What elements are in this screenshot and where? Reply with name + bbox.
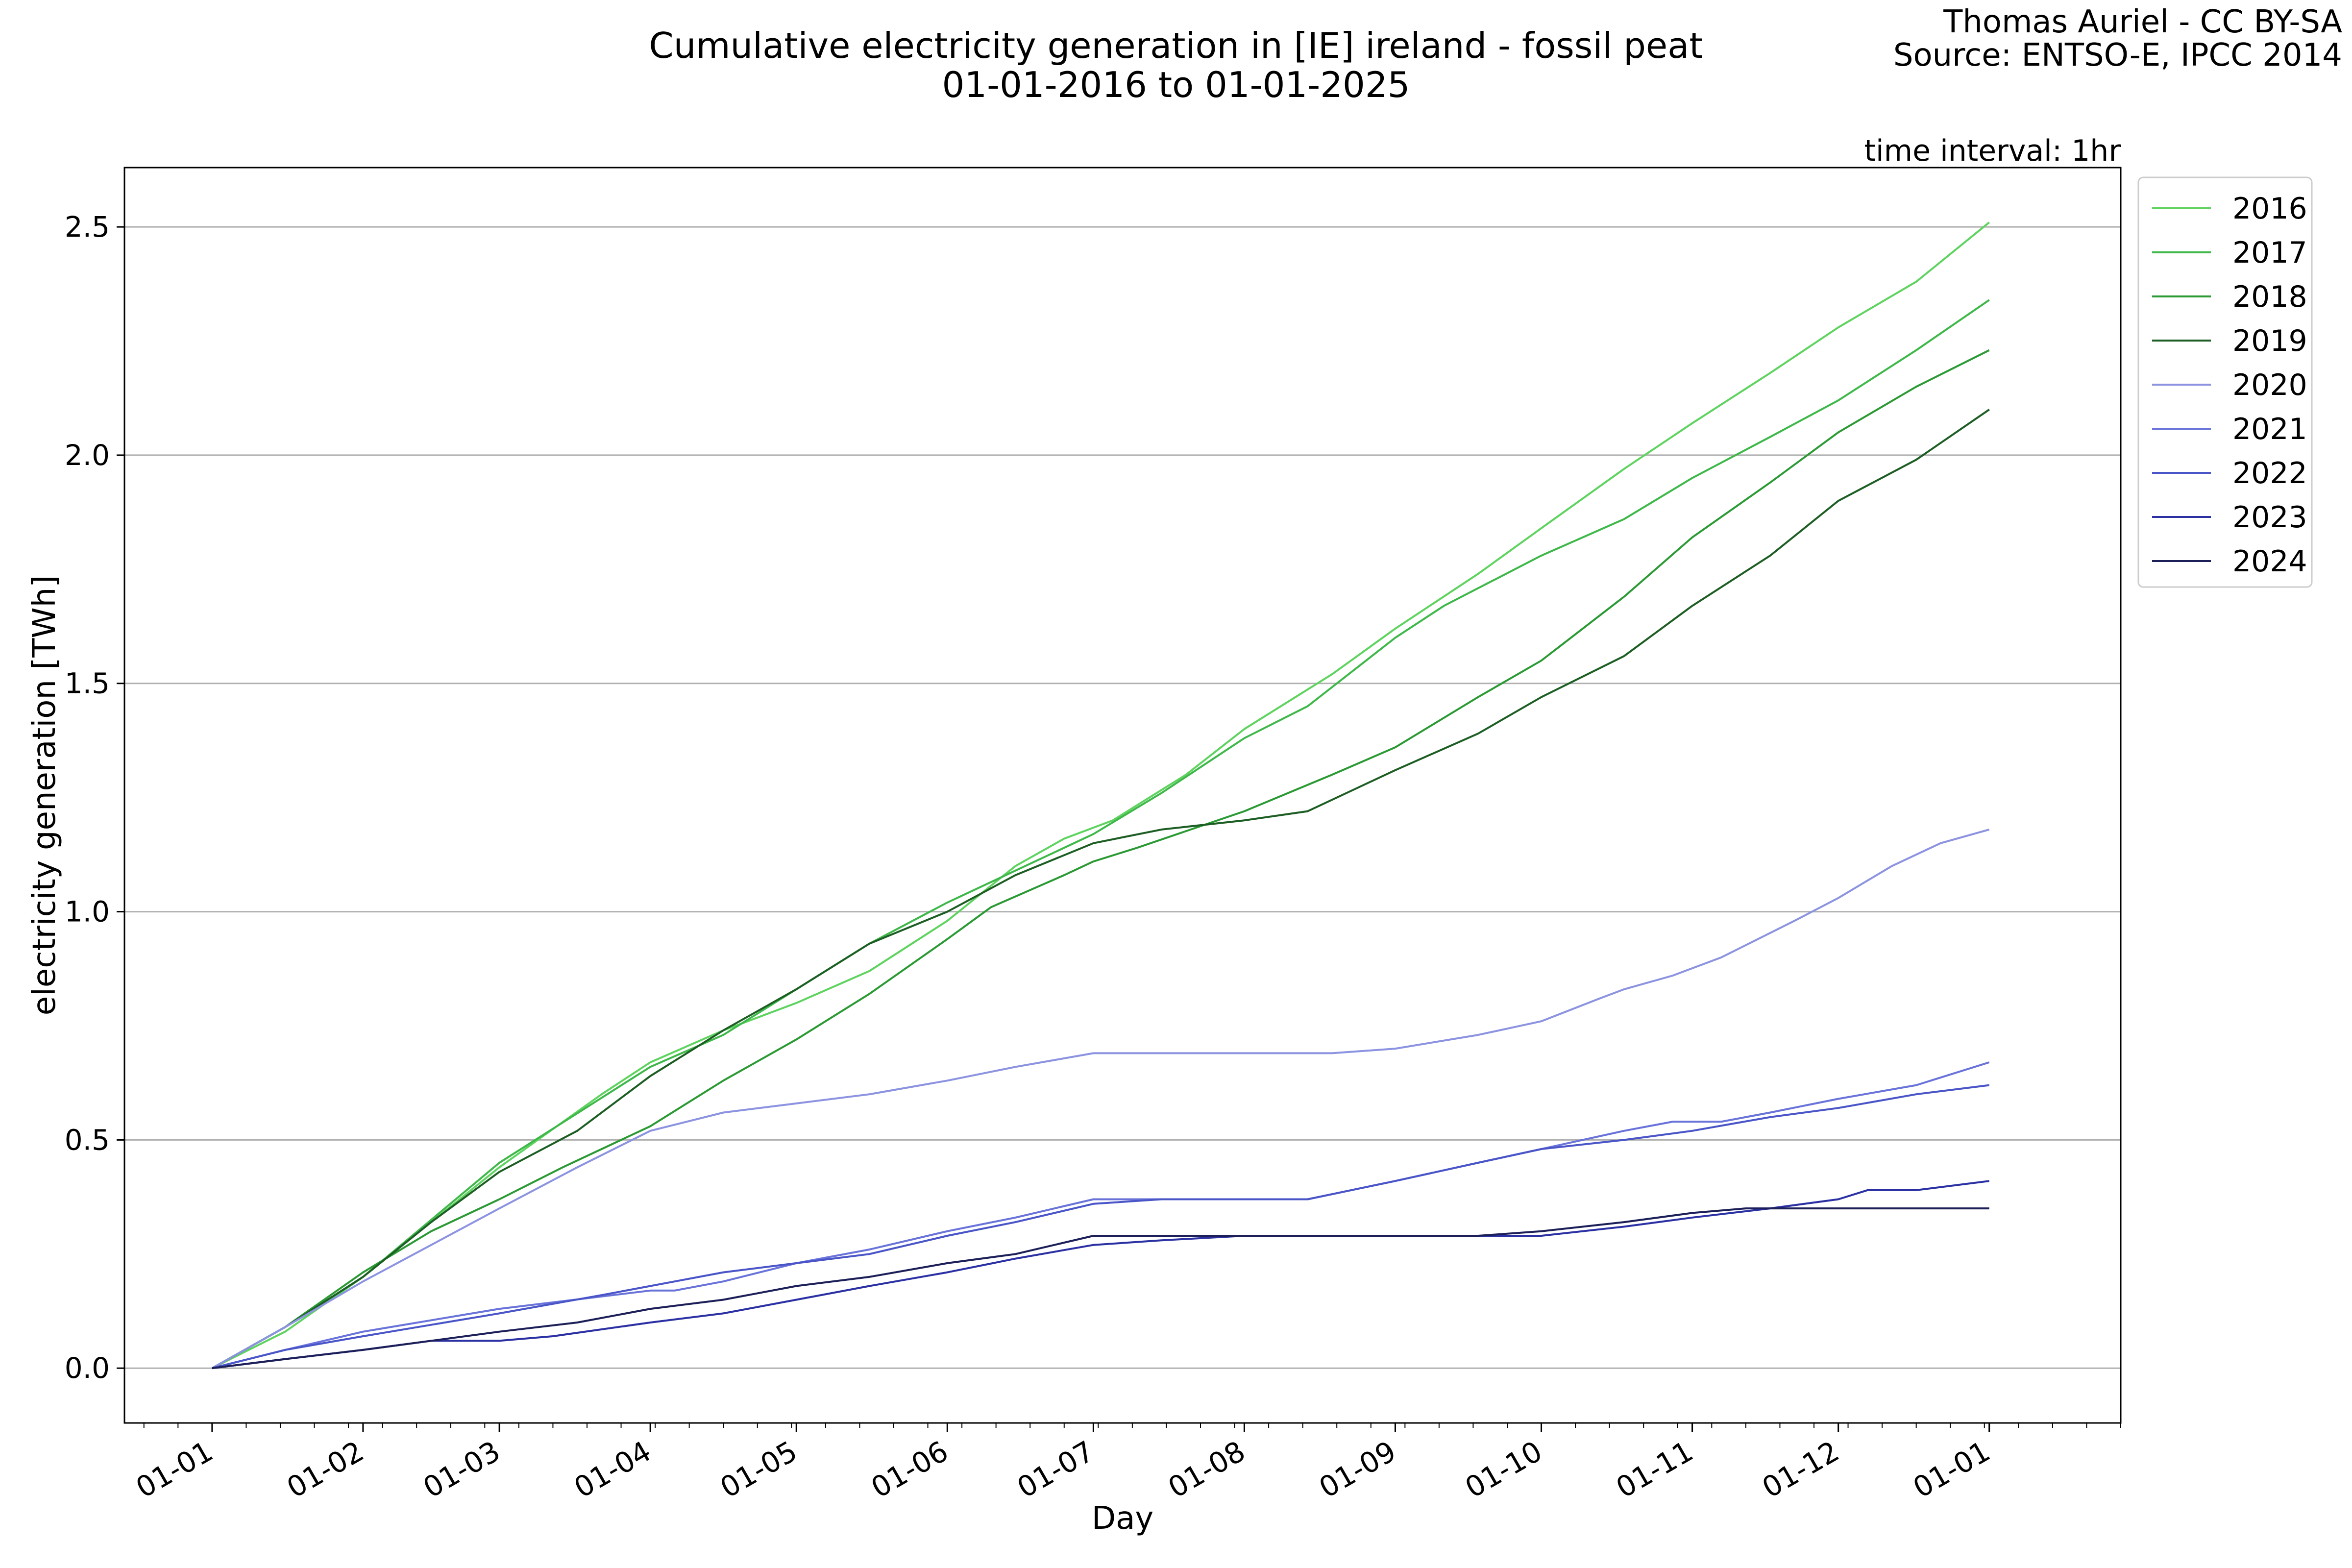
x-tick-label: 01-07 [1011,1434,1100,1504]
x-tick-label: 01-03 [417,1434,506,1504]
legend-label-2023: 2023 [2232,500,2307,535]
series-line-2024 [212,1207,1989,1370]
x-tick-label: 01-05 [714,1434,803,1504]
x-tick-label: 01-02 [281,1434,369,1504]
series-line-2016 [212,221,1990,1369]
x-tick-label: 01-11 [1611,1434,1699,1504]
source-credit: Source: ENTSO-E, IPCC 2014 [1893,37,2342,74]
chart-title: Cumulative electricity generation in [IE… [649,25,1703,66]
y-tick-label: 0.5 [65,1123,110,1156]
grid-lines [124,226,2121,1369]
x-tick-label: 01-01 [1908,1434,1996,1504]
series-line-2019 [211,409,1990,1369]
y-tick-label: 1.5 [65,667,110,700]
legend-box [2137,176,2313,588]
legend-label-2024: 2024 [2232,544,2307,579]
legend-label-2017: 2017 [2232,236,2307,270]
y-tick-label: 2.5 [65,210,110,244]
x-tick-label: 01-10 [1460,1434,1548,1504]
series-line-2022 [212,1084,1989,1370]
legend-label-2020: 2020 [2232,368,2307,402]
series-lines [211,221,1990,1370]
plot-frame [123,167,2122,1424]
legend-label-2022: 2022 [2232,456,2307,490]
legend: 2016 2017 2018 2019 2020 2021 2022 2023 2024 [2137,176,2313,588]
x-axis-label: Day [1092,1500,1153,1537]
time-interval-label: time interval: 1hr [1864,134,2121,168]
y-tick-label: 2.0 [65,439,110,472]
series-line-2021 [212,1061,1990,1370]
series-line-2017 [211,299,1990,1369]
x-tick-label: 01-04 [568,1434,657,1504]
y-tick-label: 1.0 [65,895,110,929]
legend-label-2021: 2021 [2232,412,2307,446]
series-line-2020 [211,828,1990,1369]
y-axis-label: electricity generation [TWh] [26,575,63,1015]
author-credit: Thomas Auriel - CC BY-SA [1943,4,2342,40]
series-line-2018 [211,349,1990,1369]
x-tick-label: 01-12 [1757,1434,1845,1504]
legend-label-2019: 2019 [2232,324,2307,358]
chart-subtitle: 01-01-2016 to 01-01-2025 [942,64,1410,105]
x-tick-label: 01-08 [1162,1434,1250,1504]
legend-label-2018: 2018 [2232,280,2307,314]
y-tick-label: 0.0 [65,1351,110,1385]
series-line-2023 [212,1180,1989,1370]
x-tick-label: 01-06 [865,1434,954,1504]
legend-label-2016: 2016 [2232,192,2307,226]
x-tick-label: 01-09 [1313,1434,1401,1504]
x-tick-label: 01-01 [130,1434,219,1504]
axis-ticks: 0.0 0.5 1.0 1.5 2.0 2.5 01-01 01-02 01-03 01-04 01… [65,210,2121,1504]
